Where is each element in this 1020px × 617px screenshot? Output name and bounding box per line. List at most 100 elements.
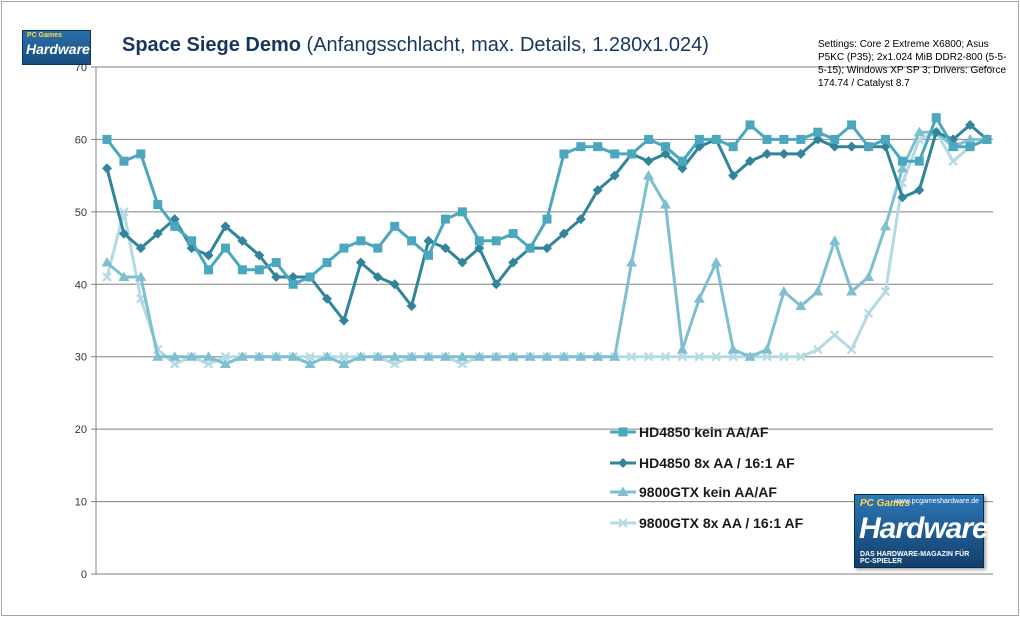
data-point	[762, 351, 772, 362]
data-point	[879, 220, 891, 231]
data-point	[558, 228, 569, 239]
data-point	[644, 134, 654, 144]
logo-small-text: Hardware	[26, 41, 90, 57]
data-point	[914, 156, 924, 166]
data-point	[558, 351, 570, 361]
data-point	[119, 156, 129, 166]
data-point	[321, 351, 333, 361]
data-point	[796, 351, 806, 362]
data-point	[829, 141, 840, 152]
data-point	[152, 351, 164, 361]
data-point	[660, 142, 670, 152]
data-point	[593, 142, 603, 152]
data-point	[102, 134, 112, 144]
logo-small-brand: PC Games	[27, 32, 63, 39]
data-point	[339, 351, 349, 362]
data-point	[136, 149, 146, 159]
data-point	[372, 272, 383, 283]
pcgh-logo-large: PC Games www.pcgameshardware.de Hardware…	[854, 494, 989, 568]
data-point	[812, 134, 823, 145]
data-point	[237, 235, 248, 246]
data-point	[559, 149, 569, 159]
legend-label: HD4850 8x AA / 16:1 AF	[639, 455, 795, 471]
series-layer	[101, 113, 993, 369]
data-point	[440, 243, 451, 254]
data-point	[102, 272, 112, 282]
data-point	[407, 236, 417, 246]
chart-title: Space Siege Demo (Anfangsschlacht, max. …	[122, 34, 709, 57]
data-point	[745, 120, 755, 130]
data-point	[271, 272, 282, 283]
data-point	[424, 250, 434, 260]
data-point	[423, 235, 434, 246]
data-point	[863, 271, 875, 282]
data-point	[812, 344, 823, 355]
y-tick-label: 10	[75, 497, 87, 509]
data-point	[507, 351, 519, 361]
data-point	[219, 358, 231, 368]
data-point	[203, 351, 215, 361]
y-tick-label: 60	[75, 134, 87, 146]
data-point	[305, 272, 315, 282]
data-point	[253, 351, 265, 361]
data-point	[965, 119, 976, 130]
data-point	[102, 163, 112, 174]
data-point	[322, 293, 332, 304]
data-point	[779, 134, 789, 144]
data-point	[982, 134, 992, 144]
legend-entry: 9800GTX 8x AA / 16:1 AF	[610, 515, 804, 531]
y-tick-label: 30	[75, 352, 87, 364]
data-point	[576, 142, 586, 152]
data-point	[457, 359, 468, 369]
data-point	[677, 156, 687, 166]
data-point	[610, 149, 620, 159]
data-point	[525, 243, 535, 253]
data-point	[389, 279, 400, 290]
data-point	[778, 148, 789, 159]
data-point	[694, 351, 705, 362]
data-point	[439, 351, 451, 361]
legend-label: HD4850 kein AA/AF	[639, 424, 769, 440]
data-point	[677, 163, 688, 174]
logo-large-subtitle: DAS HARDWARE-MAGAZIN FÜR PC-SPIELER	[860, 551, 970, 565]
data-point	[220, 221, 231, 232]
chart-title-main: Space Siege Demo	[122, 34, 301, 56]
data-point	[456, 351, 468, 361]
data-point	[727, 343, 739, 354]
data-point	[745, 156, 756, 167]
data-point	[626, 257, 638, 267]
data-point	[609, 170, 620, 181]
data-point	[728, 142, 738, 152]
data-point	[863, 308, 874, 319]
data-point	[643, 351, 654, 362]
data-point	[389, 351, 401, 361]
data-point	[846, 286, 858, 296]
data-point	[338, 358, 350, 368]
data-point	[728, 351, 738, 362]
data-point	[829, 235, 841, 245]
data-point	[271, 258, 281, 268]
settings-note: Settings: Core 2 Extreme X6800; Asus P5K…	[818, 39, 1007, 89]
data-point	[135, 271, 147, 282]
data-point	[372, 351, 384, 361]
legend-entry: HD4850 kein AA/AF	[610, 424, 769, 440]
data-point	[660, 351, 671, 362]
series-line	[105, 116, 988, 286]
logo-large-url: www.pcgameshardware.de	[894, 498, 979, 505]
data-point	[457, 207, 467, 217]
data-point	[423, 351, 435, 361]
data-point	[186, 351, 198, 361]
data-point	[813, 127, 823, 137]
data-point	[643, 156, 654, 167]
data-point	[541, 351, 553, 361]
data-point	[135, 243, 146, 254]
data-point	[913, 126, 925, 137]
data-point	[847, 120, 857, 130]
data-point	[965, 142, 975, 152]
data-point	[948, 156, 958, 166]
data-point	[236, 351, 248, 361]
data-point	[897, 192, 908, 203]
data-point	[643, 170, 655, 180]
data-point	[339, 243, 349, 253]
data-point	[711, 134, 721, 144]
